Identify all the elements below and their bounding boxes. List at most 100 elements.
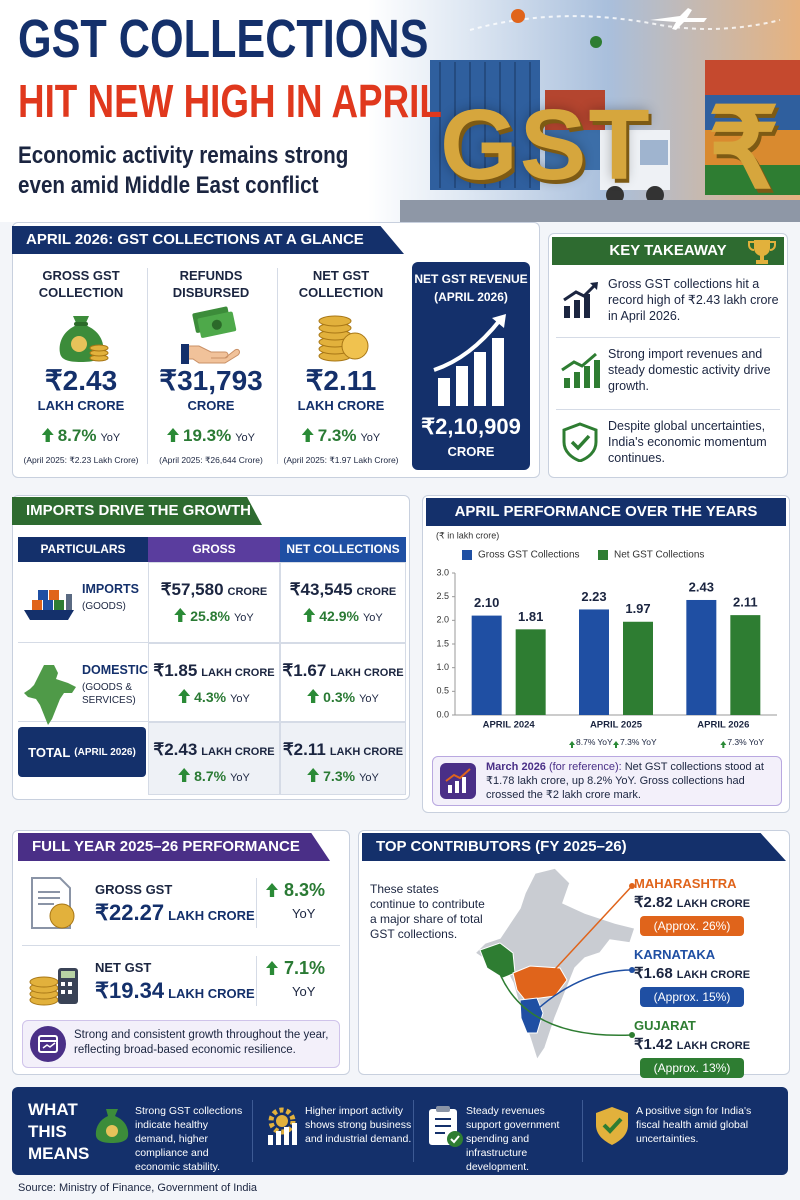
share-pill: (Approx. 26%): [640, 916, 744, 936]
icon-shape: [211, 319, 222, 330]
yoy-label: YoY: [230, 693, 250, 705]
value: ₹57,580: [160, 580, 224, 599]
up-arrow: [720, 741, 727, 748]
state-name: KARNATAKA: [634, 947, 716, 962]
subtitle-line: Economic activity remains strong: [18, 142, 349, 169]
growth: 7.3% YoY: [278, 426, 404, 446]
card-label: REFUNDS: [179, 268, 243, 283]
icon-shape: [95, 1109, 129, 1143]
icon-shape: [563, 282, 598, 302]
growth-value: 8.7%: [576, 737, 596, 747]
up-arrow: [307, 689, 320, 703]
item-value: ₹22.27 LAKH CRORE: [95, 900, 255, 926]
icon-shape: [186, 345, 240, 364]
icon-shape: [594, 360, 600, 388]
meaning-icon: [423, 1105, 463, 1149]
value: ₹1.85: [153, 661, 198, 680]
meaning-icon: [262, 1105, 302, 1149]
up-arrow: [167, 428, 179, 442]
card-value: ₹2.43: [44, 365, 118, 396]
icon-shape: [89, 344, 109, 352]
icon-shape: [49, 590, 59, 600]
card-value: ₹2.11: [305, 365, 377, 396]
meaning-icon: [592, 1105, 632, 1149]
y-tick-label: 1.0: [436, 662, 449, 672]
section-title: APRIL PERFORMANCE OVER THE YEARS: [426, 498, 786, 526]
icon-shape: [492, 338, 504, 406]
growth-value: 4.3%: [194, 689, 227, 705]
table-cell: [280, 643, 406, 722]
highlight-value: ₹2,10,909: [421, 414, 521, 439]
share-pill: (Approx. 13%): [640, 1058, 744, 1078]
row-detail: (APRIL 2026): [74, 746, 136, 758]
bar-chart: (₹ in lakh crore) Gross GST Collections Ne…: [436, 530, 777, 748]
icon-shape: [31, 877, 75, 929]
table-cell: [148, 643, 280, 722]
divider: [582, 1100, 583, 1162]
divider: [556, 409, 780, 410]
icon-shape: [24, 665, 76, 725]
note-box: [22, 1020, 340, 1068]
icon-shape: [447, 1131, 463, 1147]
section-title: TOP CONTRIBUTORS (FY 2025–26): [362, 833, 786, 861]
up-arrow: [178, 768, 191, 782]
icon-shape: [181, 306, 240, 364]
table-cell: [148, 722, 280, 795]
unit: LAKH CRORE: [330, 667, 404, 679]
divider: [413, 1100, 414, 1162]
meaning-icon: [92, 1105, 132, 1149]
table-cell: [280, 722, 406, 795]
icon-shape: [492, 314, 506, 328]
icon-shape: [276, 1131, 281, 1145]
icon-shape: [563, 282, 598, 318]
legend-swatch: [462, 550, 472, 560]
icon-shape: [456, 366, 468, 406]
icon-shape: [38, 1035, 58, 1053]
card-unit: LAKH CRORE: [297, 398, 385, 413]
card-previous: (April 2025: ₹26,644 Crore): [159, 455, 263, 465]
icon-shape: [24, 610, 74, 620]
unit: LAKH CRORE: [676, 898, 751, 910]
icon-shape: [318, 315, 369, 362]
icon-shape: [435, 1118, 451, 1134]
card-icon: [181, 306, 241, 364]
growth: 8.7% YoY: [18, 426, 144, 446]
bar: [471, 615, 502, 715]
value-label: 2.23: [581, 589, 606, 604]
meaning-text: Strong GST collections indicate healthy …: [135, 1105, 243, 1173]
icon-shape: [42, 1042, 56, 1049]
up-arrow: [569, 741, 575, 748]
up-arrow: [307, 768, 320, 782]
growth-value: 7.3%: [727, 737, 747, 747]
takeaway-text: Despite global uncertainties, India's ec…: [608, 419, 767, 465]
card-label: COLLECTION: [298, 285, 384, 300]
value-label: 2.11: [733, 595, 758, 610]
note-body: Net GST collections stood at ₹1.78 lakh …: [486, 761, 764, 801]
y-tick-label: 0.0: [436, 709, 449, 719]
up-arrow: [266, 961, 278, 975]
value: ₹1.67: [282, 661, 327, 680]
yoy-label: YoY: [233, 612, 254, 624]
icon-shape: [590, 36, 602, 48]
icon-shape: [606, 186, 624, 204]
meaning-title: MEANS: [28, 1144, 90, 1163]
value-label: 2.43: [689, 579, 714, 594]
icon-shape: [646, 186, 664, 204]
takeaway-icon: [560, 350, 600, 390]
cell-value: ₹2.43 LAKH CRORE: [148, 740, 280, 760]
icon-shape: [29, 976, 59, 1006]
title-line: GST COLLECTIONS: [18, 9, 429, 69]
yoy-label: YoY: [230, 772, 250, 784]
icon-shape: [268, 1107, 297, 1145]
divider: [147, 268, 148, 464]
up-arrow: [266, 883, 278, 897]
icon-shape: [650, 8, 707, 30]
bar: [686, 599, 717, 715]
icon-shape: [29, 976, 59, 988]
card-label: DISBURSED: [172, 285, 250, 300]
note-icon: [440, 763, 476, 799]
icon-shape: [66, 594, 72, 610]
intro-text: These states continue to contribute a ma…: [370, 882, 485, 941]
icon-shape: [561, 352, 600, 388]
icon-shape: [562, 422, 598, 463]
